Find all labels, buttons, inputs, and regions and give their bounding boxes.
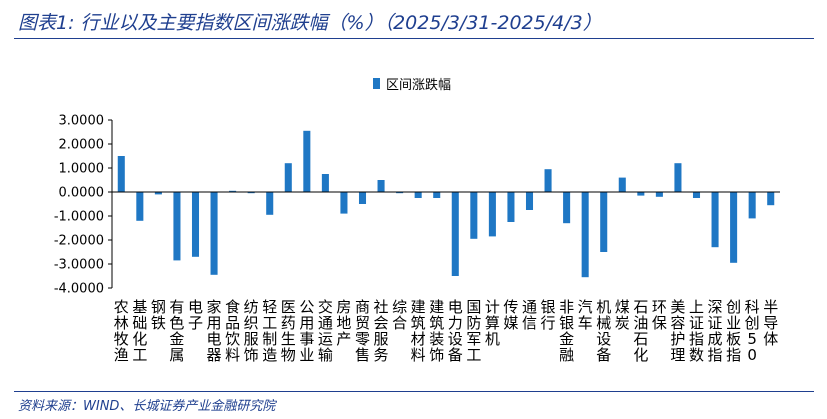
category-label: 非银金融: [559, 298, 574, 364]
category-label: 综合: [392, 298, 407, 332]
category-label: 半导体: [763, 298, 778, 348]
bar: [396, 192, 404, 194]
bar: [470, 192, 478, 239]
y-tick-label: 2.0000: [59, 138, 105, 153]
bar: [655, 192, 663, 197]
bar: [154, 192, 162, 195]
bar: [414, 192, 422, 198]
bar: [173, 192, 181, 261]
bar: [303, 130, 311, 192]
category-label: 建筑材料: [411, 298, 426, 364]
bar: [674, 163, 682, 192]
bar: [210, 192, 218, 275]
bar: [692, 192, 701, 198]
bar: [581, 192, 589, 278]
legend-swatch: [373, 78, 380, 89]
category-label: 商贸零售: [355, 298, 370, 364]
y-tick-label: 0.0000: [59, 186, 105, 201]
category-label: 社会服务: [374, 298, 389, 364]
category-label: 基础化工: [132, 298, 147, 364]
category-label: 纺织服饰: [244, 298, 259, 364]
bar: [377, 180, 385, 192]
category-label: 深证成指: [708, 298, 723, 364]
category-label: 计算机: [485, 298, 500, 348]
category-label: 食品饮料: [225, 298, 240, 364]
title-divider: [14, 38, 814, 39]
bar: [340, 192, 348, 214]
y-tick-label: -4.0000: [54, 282, 104, 297]
bar: [247, 192, 255, 194]
bar: [563, 192, 571, 224]
category-label: 创业板指: [726, 298, 741, 364]
bar: [544, 169, 552, 192]
category-label: 房地产: [336, 298, 351, 348]
legend-label: 区间涨跌幅: [386, 77, 451, 93]
category-labels: 农林牧渔基础化工钢铁有色金属电子家用电器食品饮料纺织服饰轻工制造医药生物公用事业…: [114, 298, 778, 364]
bar: [730, 192, 738, 263]
y-axis: 3.0000 2.0000 1.0000 0.0000 -1.0000 -2.0000 -3…: [54, 114, 113, 297]
bar: [191, 192, 200, 257]
y-tick-label: -3.0000: [54, 258, 104, 273]
category-label: 公用事业: [299, 298, 314, 364]
category-label: 煤炭: [615, 298, 630, 332]
figure-source: 资料来源：WIND、长城证券产业金融研究院: [18, 399, 276, 414]
legend: 区间涨跌幅: [373, 77, 451, 93]
bar: [488, 192, 496, 237]
bar: [767, 192, 775, 206]
bar: [136, 192, 144, 221]
category-label: 汽车: [578, 298, 593, 332]
bars: [117, 130, 775, 278]
category-label: 上证指数: [689, 298, 704, 364]
bar: [229, 190, 237, 192]
y-tick-label: 3.0000: [59, 114, 105, 129]
category-label: 通信: [522, 298, 537, 332]
y-tick-label: 1.0000: [59, 162, 105, 177]
bar: [266, 192, 274, 215]
bar: [117, 156, 125, 192]
figure-title: 图表1: 行业以及主要指数区间涨跌幅（%）（2025/3/31-2025/4/3…: [18, 12, 602, 34]
category-label: 石油石化: [633, 298, 648, 364]
category-label: 环保: [652, 298, 667, 332]
y-tick-label: -2.0000: [54, 234, 104, 249]
category-label: 机械设备: [596, 298, 611, 364]
category-label: 交通运输: [318, 298, 333, 364]
source-divider: [14, 391, 814, 392]
category-label: 医药生物: [281, 298, 296, 364]
bar: [321, 174, 329, 192]
bar: [507, 192, 515, 222]
category-label: 电力设备: [448, 298, 463, 364]
bar: [600, 192, 608, 252]
bar: [358, 192, 367, 204]
category-label: 电子: [188, 298, 203, 332]
category-label: 传媒: [503, 298, 518, 332]
category-label: 科创 5 0: [745, 298, 760, 364]
category-label: 银行: [541, 298, 556, 332]
category-label: 美容护理: [670, 298, 685, 364]
y-tick-label: -1.0000: [54, 210, 104, 225]
category-label: 钢铁: [151, 298, 166, 332]
category-label: 国防军工: [466, 298, 481, 364]
bar: [637, 192, 645, 196]
bar: [451, 192, 459, 276]
category-label: 家用电器: [207, 298, 222, 364]
bar: [284, 163, 292, 192]
category-label: 农林牧渔: [114, 298, 129, 364]
bar: [748, 192, 756, 219]
bar: [618, 177, 626, 192]
category-label: 有色金属: [169, 298, 184, 364]
bar: [525, 192, 534, 210]
category-label: 建筑装饰: [429, 298, 444, 364]
bar: [711, 192, 719, 248]
bar: [433, 192, 441, 198]
category-label: 轻工制造: [262, 298, 277, 364]
